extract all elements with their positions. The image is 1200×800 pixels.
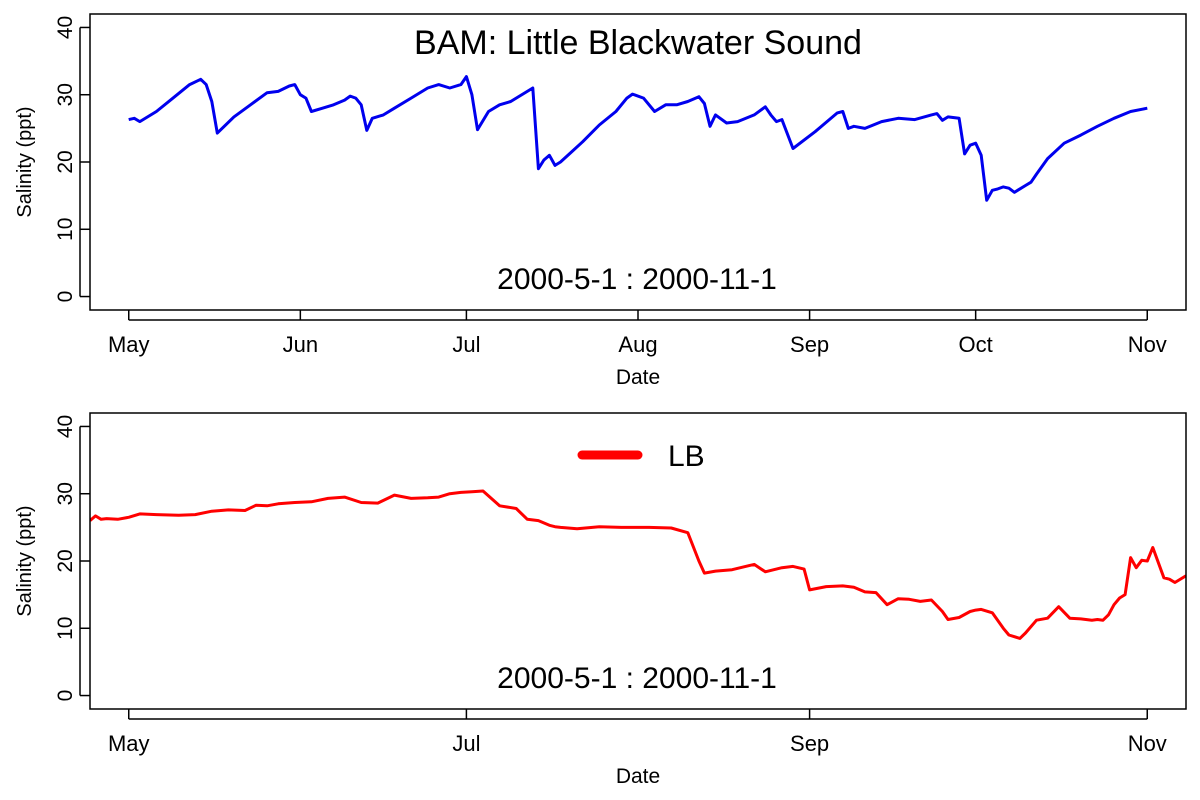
y-tick-label: 20 (54, 549, 77, 572)
y-tick-label: 40 (54, 16, 77, 39)
y-tick-label: 40 (54, 415, 77, 438)
y-tick-label: 30 (54, 482, 77, 505)
y-tick-label: 10 (54, 218, 77, 241)
x-tick-label: May (108, 332, 150, 357)
x-axis-label: Date (616, 366, 660, 389)
bottom-chart-panel: 0 10 20 30 40 Salinity (ppt) May Jul Sep Nov Date 2… (14, 412, 1187, 788)
y-tick-label: 10 (54, 617, 77, 640)
y-tick-label: 20 (54, 150, 77, 173)
legend-label: LB (668, 440, 705, 473)
series-line-0 (128, 75, 1148, 202)
y-axis-label: Salinity (ppt) (14, 505, 36, 616)
x-tick-label: Oct (959, 332, 993, 357)
x-tick-label: Aug (618, 332, 657, 357)
y-axis-label: Salinity (ppt) (14, 106, 36, 217)
x-axis-label: Date (616, 765, 660, 788)
chart-title: BAM: Little Blackwater Sound (414, 24, 862, 62)
legend: LB (577, 440, 705, 473)
x-tick-label: Nov (1128, 332, 1167, 357)
series-line-lb (90, 489, 1186, 640)
x-tick-label: Jun (283, 332, 318, 357)
date-range-annotation: 2000-5-1 : 2000-11-1 (497, 263, 777, 296)
top-chart-panel: 0 10 20 30 40 Salinity (ppt) May Jun Jul Aug Sep Oc… (14, 13, 1187, 389)
x-tick-label: May (108, 731, 150, 756)
y-tick-label: 0 (54, 291, 77, 303)
date-range-annotation: 2000-5-1 : 2000-11-1 (497, 662, 777, 695)
x-tick-label: Jul (452, 731, 480, 756)
x-tick-label: Sep (790, 731, 829, 756)
x-tick-label: Nov (1128, 731, 1167, 756)
y-tick-label: 0 (54, 690, 77, 702)
y-tick-label: 30 (54, 83, 77, 106)
x-tick-label: Jul (452, 332, 480, 357)
x-tick-label: Sep (790, 332, 829, 357)
